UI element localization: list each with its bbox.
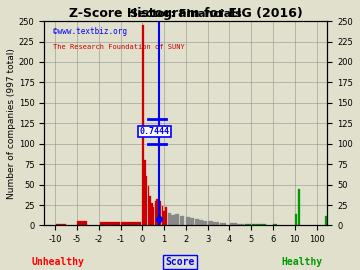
- Bar: [168, 213, 171, 225]
- Bar: [149, 196, 151, 225]
- Bar: [252, 224, 258, 225]
- Bar: [144, 160, 146, 225]
- Bar: [77, 221, 87, 225]
- Bar: [148, 186, 149, 225]
- Text: The Research Foundation of SUNY: The Research Foundation of SUNY: [53, 43, 185, 50]
- Bar: [203, 221, 207, 225]
- Bar: [180, 216, 184, 225]
- Bar: [165, 207, 167, 225]
- Bar: [153, 207, 154, 225]
- Title: Z-Score Histogram for EIG (2016): Z-Score Histogram for EIG (2016): [69, 7, 303, 20]
- Bar: [325, 216, 360, 225]
- Bar: [186, 217, 190, 225]
- Bar: [158, 204, 160, 225]
- Bar: [213, 222, 219, 225]
- Bar: [273, 224, 277, 225]
- Bar: [220, 223, 226, 225]
- Bar: [259, 224, 266, 225]
- Bar: [146, 176, 148, 225]
- Bar: [208, 221, 213, 225]
- Bar: [199, 220, 203, 225]
- Bar: [154, 201, 156, 225]
- Bar: [190, 218, 194, 225]
- Bar: [160, 201, 161, 225]
- Text: ©www.textbiz.org: ©www.textbiz.org: [53, 27, 127, 36]
- Bar: [143, 25, 144, 225]
- Bar: [56, 224, 66, 225]
- Bar: [163, 211, 165, 225]
- Bar: [230, 223, 237, 225]
- Bar: [121, 222, 141, 225]
- Bar: [151, 202, 153, 225]
- Y-axis label: Number of companies (997 total): Number of companies (997 total): [7, 48, 16, 199]
- Text: Healthy: Healthy: [282, 256, 323, 266]
- Bar: [295, 214, 297, 225]
- Text: Unhealthy: Unhealthy: [31, 256, 84, 266]
- Bar: [171, 215, 175, 225]
- Bar: [175, 214, 179, 225]
- Bar: [245, 224, 251, 225]
- Bar: [100, 222, 120, 225]
- Text: 0.7444: 0.7444: [139, 127, 169, 136]
- Text: Sector: Financials: Sector: Financials: [130, 9, 242, 19]
- Bar: [162, 206, 163, 225]
- Bar: [237, 224, 244, 225]
- Text: Score: Score: [165, 256, 195, 266]
- Bar: [77, 224, 87, 225]
- Bar: [156, 199, 158, 225]
- Bar: [297, 189, 300, 225]
- Bar: [195, 219, 199, 225]
